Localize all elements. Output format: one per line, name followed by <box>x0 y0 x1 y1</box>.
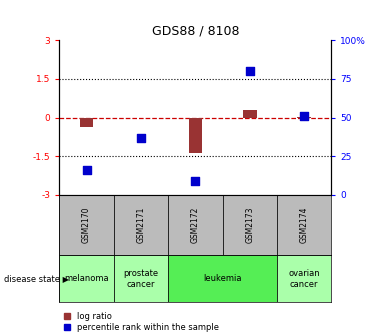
Bar <box>59 195 114 255</box>
Point <box>192 178 198 184</box>
Text: disease state ▶: disease state ▶ <box>4 275 69 283</box>
Text: leukemia: leukemia <box>203 275 242 283</box>
Text: prostate
cancer: prostate cancer <box>123 269 159 289</box>
Bar <box>188 118 202 153</box>
Bar <box>277 195 331 255</box>
Bar <box>168 255 277 302</box>
Text: GSM2172: GSM2172 <box>191 207 200 243</box>
Text: GSM2173: GSM2173 <box>245 207 254 243</box>
Title: GDS88 / 8108: GDS88 / 8108 <box>152 25 239 38</box>
Bar <box>168 195 223 255</box>
Bar <box>80 118 93 127</box>
Text: GSM2170: GSM2170 <box>82 207 91 243</box>
Bar <box>114 195 168 255</box>
Point <box>83 167 90 173</box>
Text: ovarian
cancer: ovarian cancer <box>288 269 320 289</box>
Bar <box>297 117 311 118</box>
Bar <box>277 255 331 302</box>
Legend: log ratio, percentile rank within the sample: log ratio, percentile rank within the sa… <box>64 312 219 332</box>
Bar <box>223 195 277 255</box>
Text: GSM2171: GSM2171 <box>136 207 146 243</box>
Bar <box>114 255 168 302</box>
Point <box>247 69 253 74</box>
Point <box>301 113 307 119</box>
Bar <box>243 111 257 118</box>
Text: GSM2174: GSM2174 <box>300 207 309 243</box>
Point <box>138 135 144 140</box>
Bar <box>59 255 114 302</box>
Text: melanoma: melanoma <box>64 275 109 283</box>
